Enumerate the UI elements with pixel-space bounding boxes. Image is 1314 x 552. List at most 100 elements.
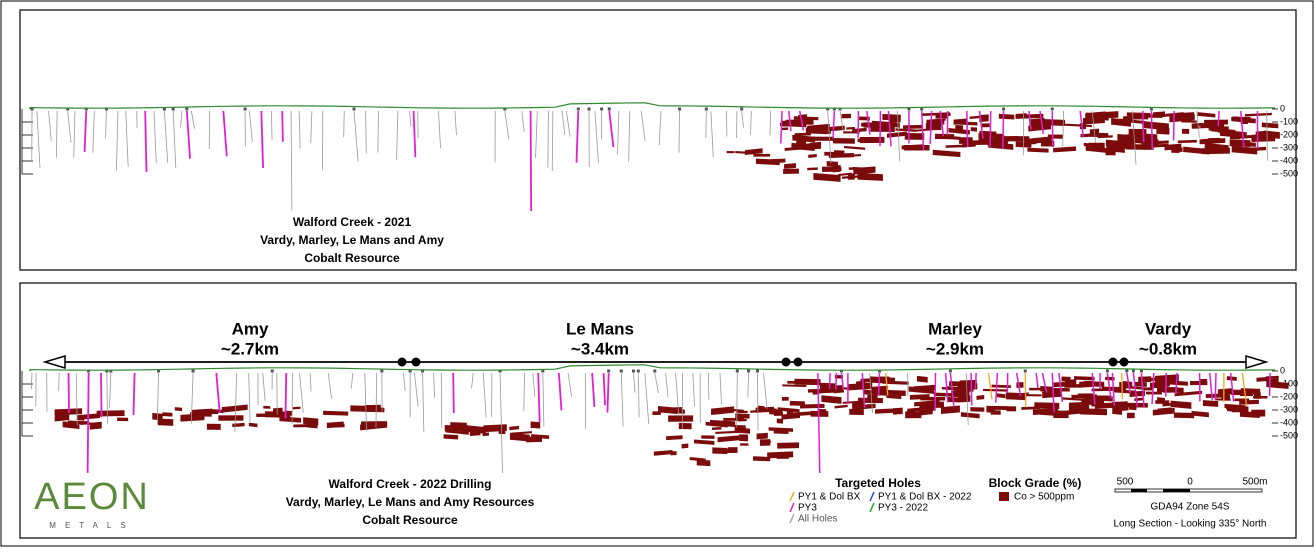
title-line: Walford Creek - 2021 [293, 215, 412, 229]
ore-block [829, 153, 854, 158]
ore-block [864, 122, 872, 127]
collar [172, 108, 175, 111]
drill-hole [1166, 373, 1167, 397]
drill-hole [1052, 111, 1053, 147]
ore-block [736, 411, 748, 413]
ore-block [1048, 134, 1063, 138]
section-name: Vardy [1145, 319, 1192, 338]
ore-block [753, 154, 770, 157]
drill-hole [59, 373, 60, 391]
ore-block [740, 443, 748, 446]
drill-hole [344, 111, 345, 137]
ore-block [80, 421, 87, 425]
ore-block [1127, 413, 1135, 419]
drill-hole [967, 111, 968, 147]
collar [608, 108, 611, 111]
ore-block [1105, 149, 1115, 156]
ore-block [756, 407, 774, 413]
drill-hole [1218, 111, 1219, 126]
collar [588, 108, 591, 111]
boundary-dot [1120, 358, 1129, 367]
ore-block [1079, 381, 1093, 388]
collar [577, 108, 580, 111]
scale-label: 0 [1187, 477, 1193, 488]
depth-label: -400 [1280, 155, 1298, 165]
ore-block [207, 424, 221, 430]
depth-label: -400 [1280, 417, 1298, 427]
drill-hole [68, 373, 69, 413]
ore-block [889, 117, 901, 123]
ore-block [735, 413, 749, 418]
drill-hole [285, 373, 286, 418]
ore-block [784, 163, 796, 169]
ore-block [824, 131, 831, 134]
ore-block [1204, 120, 1228, 125]
ore-block [849, 409, 864, 415]
ore-block [256, 413, 275, 417]
section-length: ~2.9km [926, 339, 984, 358]
collar [705, 108, 708, 111]
logo: AEON METALS [34, 476, 150, 530]
legend-item: PY3 - 2022 [878, 503, 928, 514]
ore-block [870, 125, 894, 132]
drill-hole [1143, 111, 1144, 142]
section-length: ~2.7km [221, 339, 279, 358]
drill-hole [1215, 373, 1216, 399]
ore-block [777, 442, 799, 448]
legend-swatch [999, 492, 1009, 501]
ore-block [833, 138, 855, 144]
legend-item: Co > 500ppm [1014, 492, 1074, 503]
view-direction: Long Section - Looking 335° North [1114, 519, 1267, 530]
ore-block [812, 137, 834, 141]
drill-hole [101, 373, 102, 417]
ore-block [1174, 412, 1194, 418]
collar [678, 108, 681, 111]
ore-block [982, 123, 990, 127]
ore-block [858, 138, 873, 142]
legend-item: PY1 & Dol BX [798, 492, 861, 503]
ore-block [910, 394, 930, 400]
ore-block [790, 401, 805, 406]
ore-block [218, 415, 243, 421]
drill-hole [990, 111, 991, 147]
drill-hole [1151, 111, 1152, 150]
ore-block [117, 418, 128, 422]
ore-block [1029, 388, 1045, 391]
title-line: Cobalt Resource [304, 251, 400, 265]
drill-hole [757, 373, 758, 431]
section-name: Le Mans [566, 319, 634, 338]
title-line: Vardy, Marley, Le Mans and Amy [260, 233, 444, 247]
ore-block [760, 439, 770, 446]
legend-item: All Holes [798, 514, 837, 525]
ore-block [986, 406, 995, 413]
ore-block [1138, 376, 1151, 382]
ore-block [158, 419, 173, 426]
ore-block [782, 397, 789, 401]
depth-label: -100 [1280, 116, 1298, 126]
ore-block [738, 419, 747, 422]
drill-hole [133, 373, 134, 415]
depth-label: -300 [1280, 404, 1298, 414]
ore-block [1129, 405, 1136, 410]
collar [756, 370, 759, 373]
collar [271, 370, 274, 373]
ore-block [783, 169, 799, 174]
ore-block [668, 415, 693, 421]
ore-block [1146, 392, 1162, 395]
depth-label: -300 [1280, 142, 1298, 152]
collar [1002, 108, 1005, 111]
ore-block [175, 407, 182, 411]
ore-block [1182, 129, 1189, 134]
ore-block [1239, 400, 1259, 405]
ore-block [905, 133, 925, 140]
ore-block [940, 113, 950, 116]
section-name: Marley [928, 319, 982, 338]
drill-hole [441, 373, 442, 428]
collar [1140, 370, 1143, 373]
legend-item: PY1 & Dol BX - 2022 [878, 492, 972, 503]
title-line: Walford Creek - 2022 Drilling [329, 477, 492, 491]
legend-title: Block Grade (%) [989, 476, 1082, 490]
collar [632, 370, 635, 373]
